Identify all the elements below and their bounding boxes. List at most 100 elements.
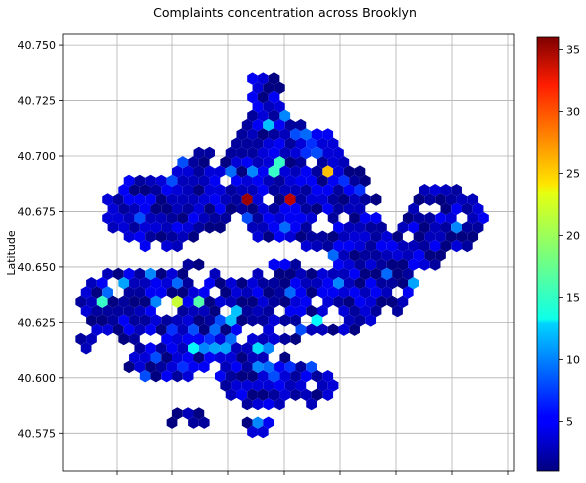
hex-cell <box>338 230 350 243</box>
hex-cell <box>445 230 457 243</box>
hex-cell <box>188 230 199 243</box>
hex-cell <box>257 277 269 290</box>
hex-cell <box>220 286 232 299</box>
hex-cell <box>343 295 355 308</box>
hex-cell <box>338 267 350 281</box>
hex-cell <box>263 286 275 299</box>
hex-cell <box>419 239 430 253</box>
hex-cell <box>241 211 253 225</box>
hex-cell <box>161 184 173 197</box>
hex-cell <box>188 416 199 429</box>
hex-cell <box>209 193 221 206</box>
hex-cell <box>247 165 258 178</box>
hex-cell <box>274 397 285 411</box>
hex-cell <box>96 295 108 308</box>
hex-cell <box>263 304 275 318</box>
hex-cell <box>268 258 280 271</box>
hex-cell <box>279 277 291 290</box>
hex-cell <box>204 277 215 290</box>
hex-cell <box>257 72 269 85</box>
hex-cell <box>214 221 226 234</box>
hex-cell <box>274 100 285 113</box>
hex-cell <box>252 397 264 411</box>
hex-cell <box>290 184 301 197</box>
hex-cell <box>166 174 178 188</box>
hex-cell <box>139 295 151 308</box>
hex-cell <box>274 211 285 225</box>
hex-cell <box>112 267 124 281</box>
hex-cell <box>252 416 264 429</box>
hex-cell <box>231 156 242 169</box>
hex-cell <box>338 286 350 299</box>
hex-cell <box>359 286 371 299</box>
hex-cell <box>182 295 194 308</box>
hex-cell <box>172 239 183 253</box>
hex-cell <box>327 249 339 262</box>
colorbar-tick-label: 25 <box>566 167 580 180</box>
hex-cell <box>354 239 366 253</box>
hex-cell <box>343 314 355 327</box>
hex-cell <box>236 388 248 401</box>
hex-cell <box>354 221 366 234</box>
hex-cell <box>145 286 156 299</box>
hex-cell <box>397 258 409 271</box>
hex-cell <box>440 221 452 234</box>
hex-cell <box>204 314 215 327</box>
hex-cell <box>182 202 194 215</box>
hex-cell <box>145 342 156 355</box>
hex-cell <box>257 91 269 104</box>
hex-cell <box>193 295 205 308</box>
hex-cell <box>198 323 210 336</box>
hex-cell <box>279 146 291 160</box>
hex-cell <box>440 202 452 215</box>
x-axis-ticks <box>116 471 509 475</box>
hex-cell <box>257 388 269 401</box>
hex-cell <box>392 249 403 262</box>
hex-cell <box>236 146 248 160</box>
hex-cell <box>327 323 339 336</box>
hex-cell <box>193 332 205 346</box>
hex-cell <box>123 286 135 299</box>
hex-cell <box>193 221 205 234</box>
hex-cell <box>236 184 248 197</box>
y-axis-ticks: 40.575 40.600 40.625 40.650 40.675 40.700 40.7… <box>18 39 63 440</box>
hex-cell <box>252 267 264 281</box>
hex-cell <box>365 277 377 290</box>
hex-cell <box>209 304 221 318</box>
hex-cell <box>268 72 280 85</box>
hex-cell <box>86 295 97 308</box>
hex-cell <box>257 295 269 308</box>
hex-cell <box>397 239 409 253</box>
hex-cell <box>139 202 151 215</box>
colorbar-tick-label: 5 <box>566 415 573 428</box>
hex-cell <box>214 165 226 178</box>
hex-cell <box>338 304 350 318</box>
hex-cell <box>424 249 436 262</box>
hex-cell <box>198 174 210 188</box>
hex-cell <box>456 193 468 206</box>
hex-cell <box>172 314 183 327</box>
hex-cell <box>300 184 312 197</box>
hex-cell <box>231 379 242 392</box>
hex-cell <box>198 342 210 355</box>
hex-cell <box>300 388 312 401</box>
hex-cell <box>338 156 350 169</box>
hex-cell <box>193 184 205 197</box>
y-tick-label: 40.675 <box>18 205 57 218</box>
hex-cell <box>300 128 312 141</box>
hex-cell <box>316 379 328 392</box>
hex-cell <box>263 397 275 411</box>
y-tick-label: 40.700 <box>18 150 57 163</box>
hex-cell <box>290 314 301 327</box>
hex-cell <box>300 295 312 308</box>
hex-cell <box>188 304 199 318</box>
hex-cell <box>134 304 146 318</box>
hex-cell <box>209 267 221 281</box>
hex-cell <box>204 332 215 346</box>
hex-cell <box>252 360 264 374</box>
hex-cell <box>343 221 355 234</box>
colorbar-tick-label: 20 <box>566 229 580 242</box>
hex-cell <box>75 295 87 308</box>
hex-cell <box>429 184 441 197</box>
hex-cell <box>413 193 425 206</box>
